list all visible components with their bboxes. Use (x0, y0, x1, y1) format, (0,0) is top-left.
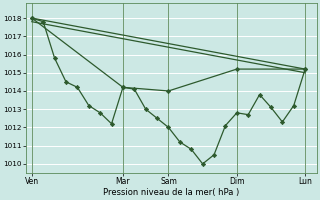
X-axis label: Pression niveau de la mer( hPa ): Pression niveau de la mer( hPa ) (103, 188, 239, 197)
